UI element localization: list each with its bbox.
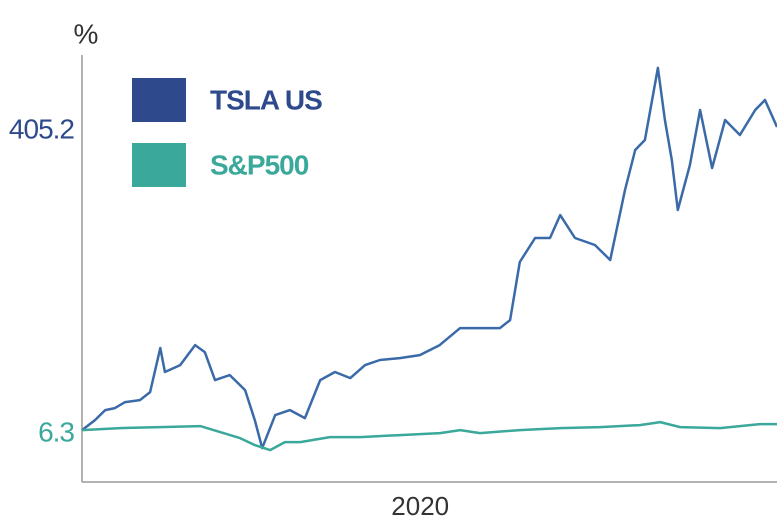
legend-label: TSLA US [210, 84, 322, 115]
legend-swatch [132, 143, 186, 187]
y-tick-label: 405.2 [9, 113, 74, 144]
legend-swatch [132, 78, 186, 122]
x-tick-label: 2020 [391, 491, 449, 520]
series-line [81, 420, 777, 452]
series-line [81, 66, 777, 450]
y-axis-label: % [74, 18, 99, 49]
y-tick-label: 6.3 [38, 416, 74, 447]
legend-label: S&P500 [210, 149, 309, 180]
